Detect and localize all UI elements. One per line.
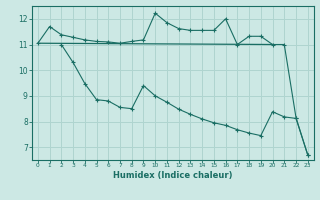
X-axis label: Humidex (Indice chaleur): Humidex (Indice chaleur) <box>113 171 233 180</box>
